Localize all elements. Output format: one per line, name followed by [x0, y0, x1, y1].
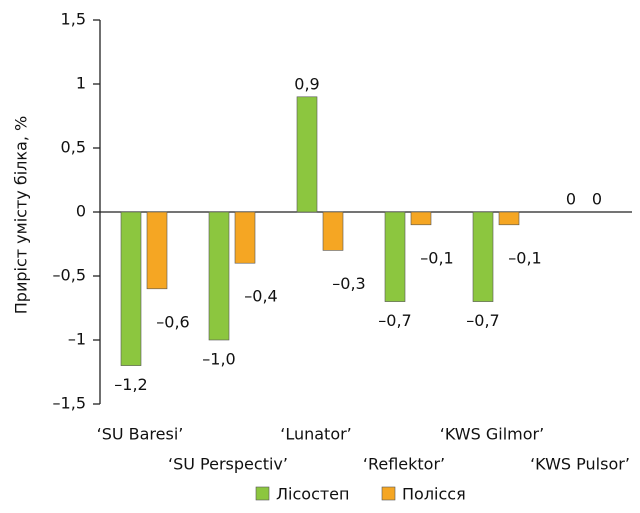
y-tick-label: 1: [76, 74, 86, 93]
x-tick-label: ‘Lunator’: [280, 425, 352, 444]
bar: [146, 211, 168, 290]
y-axis-title: Приріст умісту білка, %: [12, 116, 31, 314]
legend-swatch: [255, 486, 270, 501]
value-label: 0: [566, 190, 576, 209]
value-label: –1,0: [202, 350, 235, 369]
bar: [208, 211, 230, 341]
bar: [410, 211, 432, 226]
x-tick-label: ‘SU Perspectiv’: [168, 455, 288, 474]
x-tick-label: ‘SU Baresi’: [97, 425, 184, 444]
y-tick-label: –1: [68, 330, 86, 349]
bar: [234, 211, 256, 264]
y-tick-label: 0,5: [61, 138, 86, 157]
bar: [384, 211, 406, 302]
bar: [120, 211, 142, 366]
x-tick-label: ‘Reflektor’: [363, 455, 445, 474]
y-tick-label: –1,5: [53, 394, 86, 413]
value-label: –0,1: [508, 248, 541, 267]
bar: [472, 211, 494, 302]
value-label: –0,4: [244, 287, 277, 306]
value-label: –0,7: [466, 311, 499, 330]
bar: [498, 211, 520, 226]
legend-label: Лісостеп: [276, 485, 349, 504]
value-label: –0,7: [378, 311, 411, 330]
value-label: 0,9: [294, 74, 319, 93]
value-label: –1,2: [114, 375, 147, 394]
y-tick-label: 0: [76, 202, 86, 221]
legend-swatch: [381, 486, 396, 501]
y-tick-label: 1,5: [61, 10, 86, 29]
value-label: 0: [592, 190, 602, 209]
value-label: –0,1: [420, 248, 453, 267]
bar: [322, 211, 344, 251]
y-tick-label: –0,5: [53, 266, 86, 285]
value-label: –0,3: [332, 274, 365, 293]
bar: [296, 96, 318, 213]
x-tick-label: ‘KWS Gilmor’: [440, 425, 544, 444]
x-tick-label: ‘KWS Pulsor’: [530, 455, 630, 474]
legend-label: Полісся: [402, 485, 466, 504]
value-label: –0,6: [156, 312, 189, 331]
